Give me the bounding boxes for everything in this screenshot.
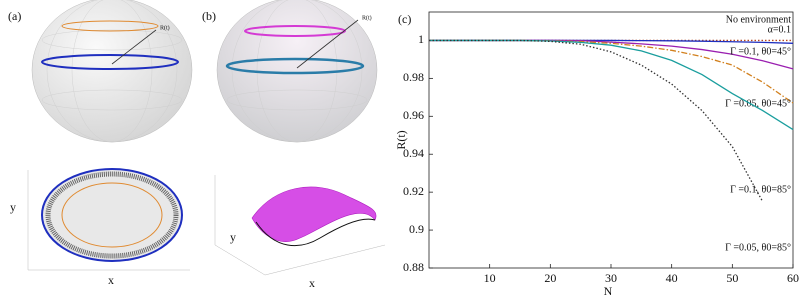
- ring: [225, 57, 365, 75]
- x-label: x: [309, 276, 315, 290]
- panel-label: (a): [8, 9, 21, 23]
- y-tick-label: 1: [418, 32, 424, 46]
- y-tick-label: 0.92: [403, 184, 424, 198]
- series-label: Γ =0.05, θ0=85°: [725, 242, 791, 253]
- x-tick-label: 50: [726, 271, 738, 285]
- y-axis-label: R(t): [394, 130, 408, 149]
- x-tick-label: 10: [484, 271, 496, 285]
- plane-box: [214, 175, 386, 276]
- panel-label: (c): [398, 12, 411, 26]
- vector-label: R(t): [160, 24, 170, 31]
- vector: [296, 19, 359, 69]
- trajectory-edge: [255, 218, 376, 247]
- y-tick-label: 0.88: [403, 260, 424, 274]
- plane-box: [27, 170, 190, 271]
- series-label: Γ =0.05, θ0=45°: [725, 98, 791, 109]
- x-tick-label: 60: [787, 271, 799, 285]
- trajectory: [251, 186, 377, 242]
- x-tick-label: 40: [666, 271, 678, 285]
- y-label: y: [230, 230, 236, 244]
- y-tick-label: 0.94: [403, 146, 424, 160]
- y-label: y: [10, 200, 16, 214]
- panel-label: (b): [202, 9, 216, 23]
- sphere-grid: [226, 0, 368, 143]
- x-axis-label: N: [604, 284, 613, 298]
- series-label: α=0.1: [768, 24, 791, 35]
- ring: [41, 54, 179, 70]
- series-label: Γ =0.1, θ0=45°: [730, 46, 791, 57]
- ring: [61, 182, 163, 248]
- trajectory: [45, 171, 179, 259]
- sphere-grid: [41, 0, 183, 143]
- ring: [61, 20, 159, 32]
- series-label: Γ =0.1, θ0=85°: [730, 184, 791, 195]
- ring: [244, 25, 346, 37]
- y-tick-label: 0.9: [409, 222, 424, 236]
- y-tick-label: 0.98: [403, 70, 424, 84]
- x-tick-label: 20: [544, 271, 556, 285]
- panel-b: (b) R(t) x y: [202, 0, 386, 290]
- x-label: x: [108, 273, 114, 287]
- x-tick-label: 30: [605, 271, 617, 285]
- y-tick-label: 0.96: [403, 108, 424, 122]
- series-label: No environment: [726, 14, 791, 25]
- vector-label: R(t): [362, 14, 372, 21]
- vector: [111, 29, 157, 65]
- panel-a: (a) R(t) x y: [8, 0, 193, 287]
